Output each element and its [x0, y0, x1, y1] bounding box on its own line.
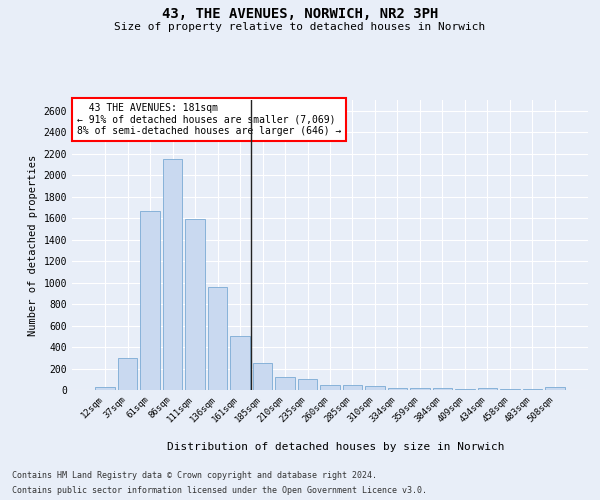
Text: Contains HM Land Registry data © Crown copyright and database right 2024.: Contains HM Land Registry data © Crown c…	[12, 471, 377, 480]
Bar	[275, 377, 295, 390]
Text: 43 THE AVENUES: 181sqm
← 91% of detached houses are smaller (7,069)
8% of semi-d: 43 THE AVENUES: 181sqm ← 91% of detached…	[77, 103, 341, 136]
Bar	[410, 388, 430, 390]
Bar	[298, 380, 317, 390]
Bar	[230, 336, 250, 390]
Bar	[320, 384, 340, 390]
Text: Distribution of detached houses by size in Norwich: Distribution of detached houses by size …	[167, 442, 505, 452]
Bar	[388, 388, 407, 390]
Bar	[140, 210, 160, 390]
Text: 43, THE AVENUES, NORWICH, NR2 3PH: 43, THE AVENUES, NORWICH, NR2 3PH	[162, 8, 438, 22]
Bar	[365, 386, 385, 390]
Bar	[118, 358, 137, 390]
Bar	[163, 159, 182, 390]
Bar	[185, 218, 205, 390]
Bar	[208, 287, 227, 390]
Bar	[478, 388, 497, 390]
Bar	[95, 388, 115, 390]
Bar	[433, 388, 452, 390]
Text: Size of property relative to detached houses in Norwich: Size of property relative to detached ho…	[115, 22, 485, 32]
Bar	[545, 388, 565, 390]
Bar	[343, 385, 362, 390]
Bar	[253, 364, 272, 390]
Text: Contains public sector information licensed under the Open Government Licence v3: Contains public sector information licen…	[12, 486, 427, 495]
Y-axis label: Number of detached properties: Number of detached properties	[28, 154, 38, 336]
